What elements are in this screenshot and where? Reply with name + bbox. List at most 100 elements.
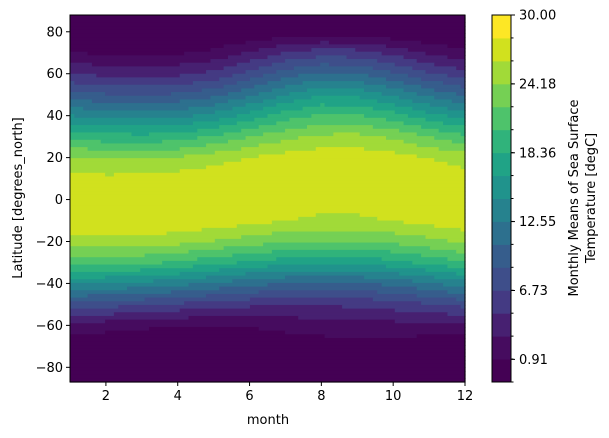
contour-cell [412, 279, 466, 284]
contour-cell [438, 128, 466, 134]
contour-cell [416, 59, 466, 64]
contour-cell [394, 62, 435, 67]
contour-cell [320, 103, 326, 108]
contour-cell [460, 304, 466, 310]
contour-cell [403, 55, 449, 60]
contour-cell [70, 92, 106, 97]
contour-cell [70, 147, 89, 152]
contour-cell [206, 165, 462, 170]
contour-cell [258, 92, 291, 97]
contour-cell [188, 106, 233, 112]
contour-cell [364, 275, 435, 280]
colorbar-band [492, 152, 511, 177]
contour-cell [434, 136, 466, 141]
contour-cell [434, 275, 466, 280]
contour-cell [425, 51, 466, 56]
x-axis: 2 4 6 8 10 12 [102, 382, 473, 404]
contour-cell [179, 99, 229, 104]
contour-cell [70, 106, 84, 112]
contour-cell [447, 106, 466, 112]
contour-cell [311, 95, 361, 101]
contour-cell [289, 92, 383, 97]
contour-cell [70, 51, 89, 56]
contour-cell [447, 257, 466, 262]
contour-cell [201, 227, 462, 233]
contour-cell [394, 110, 427, 115]
contour-cell [70, 213, 317, 218]
contour-cell [70, 48, 212, 53]
contour-cell [188, 315, 299, 321]
contour-cell [421, 301, 466, 306]
contour-cell [70, 308, 181, 313]
contour-cell [219, 268, 427, 273]
contour-cell [70, 15, 466, 20]
contour-cell [223, 132, 264, 137]
contour-cell [421, 40, 466, 45]
contour-cell [149, 132, 225, 137]
contour-cell [434, 62, 466, 67]
contour-cell [131, 132, 150, 137]
contour-cell [285, 275, 365, 280]
contour-cell [70, 22, 466, 27]
contour-cell [232, 279, 413, 284]
contour-cell [74, 81, 194, 86]
contour-cell [447, 44, 466, 49]
contour-cell [390, 37, 466, 42]
contour-cell [223, 44, 277, 49]
contour-cell [236, 114, 269, 119]
contour-cell [381, 282, 444, 288]
contour-cell [70, 70, 207, 75]
contour-cell [403, 88, 435, 93]
contour-cell [403, 81, 444, 86]
contour-cell [359, 132, 418, 137]
contour-cell [425, 110, 466, 115]
contour-cell [70, 337, 466, 343]
contour-cell [416, 154, 466, 159]
colorbar-band [492, 83, 511, 108]
contour-cell [276, 70, 391, 75]
contour-cell [258, 154, 418, 159]
contour-cell [364, 114, 409, 119]
contour-cell [70, 117, 220, 123]
contour-cell [70, 158, 242, 163]
colorbar [492, 15, 511, 383]
contour-cell [271, 88, 308, 93]
contour-cell [70, 312, 115, 317]
contour-cell [280, 51, 383, 56]
contour-cell [236, 81, 269, 86]
contour-cell [83, 106, 190, 112]
contour-cell [307, 125, 374, 130]
contour-cell [241, 158, 435, 163]
contour-cell [179, 147, 242, 152]
contour-cell [162, 260, 238, 266]
contour-cell [447, 161, 466, 167]
contour-cell [386, 44, 449, 49]
colorbar-band [492, 244, 511, 268]
contour-cell [70, 66, 225, 71]
contour-cell [70, 363, 466, 368]
contour-cell [307, 88, 365, 93]
y-tick-label: 40 [46, 109, 63, 124]
contour-cell [70, 209, 466, 214]
contour-cell [223, 84, 255, 89]
contour-cell [70, 253, 146, 258]
contour-cell [70, 264, 194, 269]
contour-cell [70, 183, 466, 189]
contour-cell [70, 99, 93, 104]
contour-cell [232, 106, 264, 112]
contour-cell [280, 110, 396, 115]
contour-cell [70, 275, 106, 280]
contour-cell [320, 62, 330, 67]
contour-cell [192, 81, 238, 86]
colorbar-label-line2: Temperature [degC] [584, 133, 599, 264]
contour-cell [70, 180, 466, 185]
contour-cell [236, 62, 273, 67]
contour-cell [70, 18, 466, 23]
contour-cell [258, 48, 312, 53]
contour-cell [70, 352, 466, 357]
contour-cell [70, 367, 466, 372]
contour-cell [324, 103, 396, 108]
colorbar-ticks: 0.91 6.73 12.55 18.36 24.18 30.00 [511, 9, 556, 383]
contour-cell [451, 99, 466, 104]
contour-cell [70, 323, 466, 328]
